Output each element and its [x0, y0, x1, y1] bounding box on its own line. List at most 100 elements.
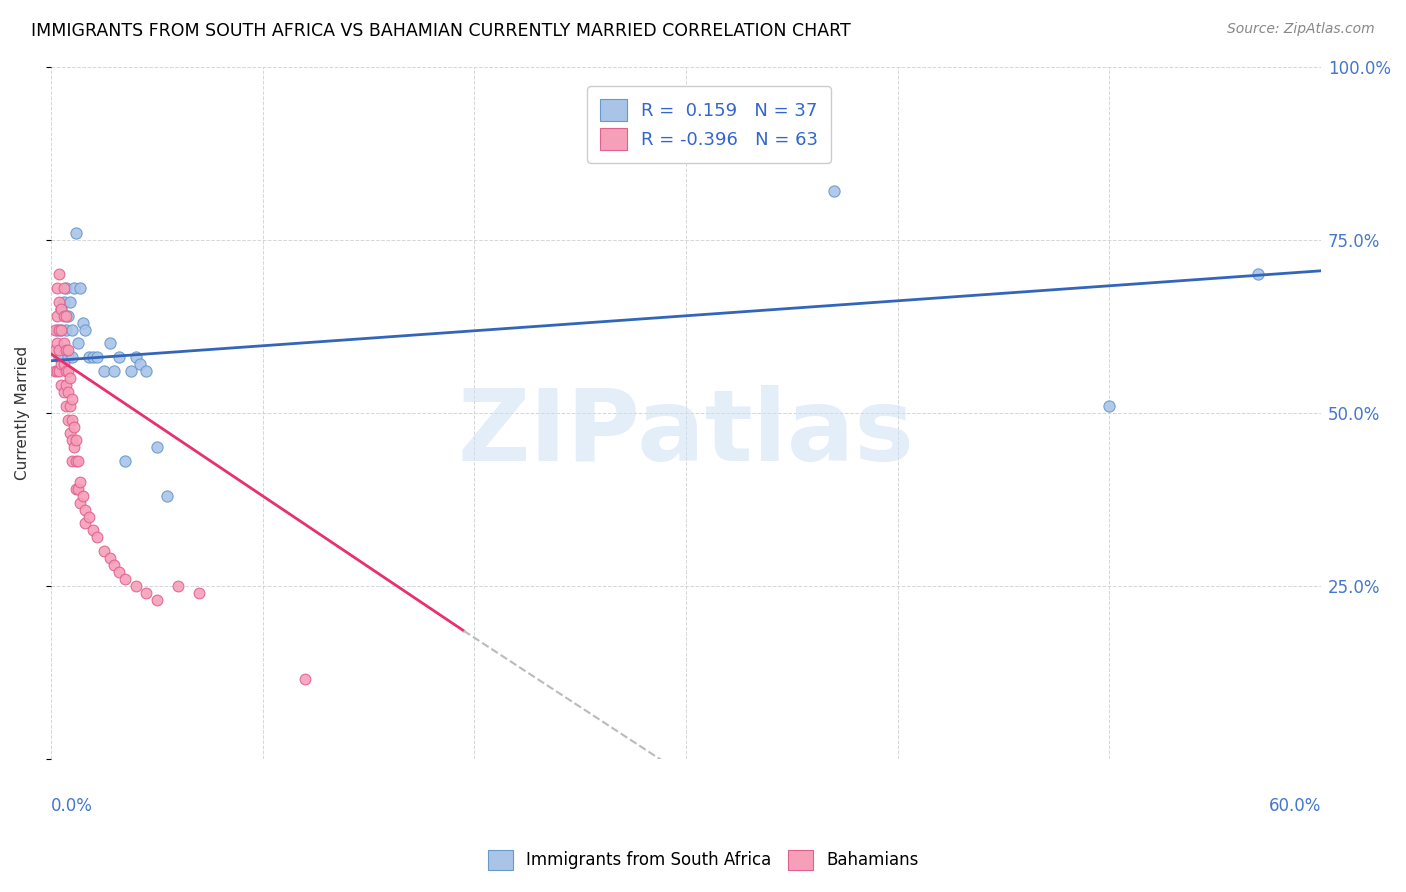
Point [69, 475, 91, 489]
Point [67, 336, 90, 351]
Point [86, 351, 108, 365]
Point [46, 323, 69, 337]
Point [46, 364, 69, 378]
Point [717, 150, 740, 164]
Point [93, 364, 115, 378]
Point [73, 323, 96, 337]
Point [59, 371, 82, 385]
Point [73, 516, 96, 531]
Point [56, 309, 79, 323]
Point [63, 440, 86, 454]
Point [51, 323, 73, 337]
Point [56, 412, 79, 426]
Point [52, 384, 75, 399]
Y-axis label: Currently Married: Currently Married [15, 345, 30, 480]
Point [114, 454, 136, 468]
Point [98, 336, 121, 351]
Point [128, 357, 150, 371]
Point [1246, 267, 1268, 281]
Point [124, 579, 146, 593]
Point [46, 336, 69, 351]
Point [823, 184, 845, 198]
Point [294, 672, 316, 686]
Point [65, 434, 87, 448]
Point [166, 579, 188, 593]
Point [48, 343, 70, 358]
Point [86, 530, 108, 544]
Point [48, 267, 70, 281]
Point [56, 351, 79, 365]
Point [77, 351, 100, 365]
Point [65, 226, 87, 240]
Point [72, 489, 94, 503]
Point [60, 454, 83, 468]
Point [59, 426, 82, 441]
Point [52, 336, 75, 351]
Point [52, 281, 75, 295]
Point [73, 502, 96, 516]
Point [156, 489, 179, 503]
Point [135, 585, 157, 599]
Text: 0.0%: 0.0% [51, 797, 93, 815]
Point [60, 323, 83, 337]
Point [48, 351, 70, 365]
Point [52, 309, 75, 323]
Point [56, 364, 79, 378]
Point [77, 509, 100, 524]
Point [107, 565, 129, 579]
Point [1098, 399, 1121, 413]
Point [135, 364, 157, 378]
Point [107, 351, 129, 365]
Point [114, 572, 136, 586]
Point [60, 412, 83, 426]
Point [72, 316, 94, 330]
Point [145, 440, 167, 454]
Point [52, 357, 75, 371]
Point [67, 482, 90, 496]
Point [48, 364, 70, 378]
Point [44, 323, 66, 337]
Point [120, 364, 142, 378]
Point [51, 301, 73, 316]
Point [60, 351, 83, 365]
Point [63, 419, 86, 434]
Point [69, 281, 91, 295]
Text: IMMIGRANTS FROM SOUTH AFRICA VS BAHAMIAN CURRENTLY MARRIED CORRELATION CHART: IMMIGRANTS FROM SOUTH AFRICA VS BAHAMIAN… [31, 22, 851, 40]
Point [145, 592, 167, 607]
Point [103, 558, 125, 572]
Point [46, 281, 69, 295]
Point [65, 454, 87, 468]
Point [44, 343, 66, 358]
Point [82, 524, 104, 538]
Point [44, 364, 66, 378]
Point [52, 295, 75, 310]
Point [48, 323, 70, 337]
Point [69, 496, 91, 510]
Point [124, 351, 146, 365]
Point [55, 323, 77, 337]
Text: Source: ZipAtlas.com: Source: ZipAtlas.com [1227, 22, 1375, 37]
Text: 60.0%: 60.0% [1268, 797, 1322, 815]
Point [98, 551, 121, 566]
Legend: R =  0.159   N = 37, R = -0.396   N = 63: R = 0.159 N = 37, R = -0.396 N = 63 [586, 86, 831, 162]
Point [60, 392, 83, 406]
Point [59, 295, 82, 310]
Point [792, 150, 814, 164]
Point [67, 454, 90, 468]
Point [55, 399, 77, 413]
Point [56, 384, 79, 399]
Point [59, 399, 82, 413]
Point [60, 434, 83, 448]
Point [103, 364, 125, 378]
Point [188, 585, 211, 599]
Point [46, 309, 69, 323]
Point [55, 364, 77, 378]
Point [82, 351, 104, 365]
Point [51, 357, 73, 371]
Point [51, 323, 73, 337]
Point [55, 343, 77, 358]
Point [48, 295, 70, 310]
Point [55, 281, 77, 295]
Point [65, 482, 87, 496]
Point [56, 343, 79, 358]
